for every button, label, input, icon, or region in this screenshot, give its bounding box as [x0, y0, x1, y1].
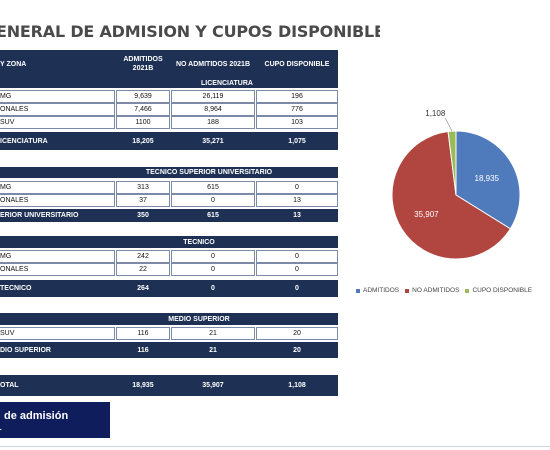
total-admitidos: 116	[137, 346, 149, 354]
total-admitidos: 264	[137, 285, 149, 292]
legend-swatch	[465, 288, 470, 293]
legend-label: NO ADMITIDOS	[412, 287, 460, 294]
row-label: MG	[0, 90, 115, 103]
total-cupo: 1,075	[288, 137, 306, 145]
row-no-admitidos: 0	[171, 250, 255, 263]
section-title: TECNICO SUPERIOR UNIVERSITARIO	[0, 167, 338, 178]
legend-item-no-admitidos: NO ADMITIDOS	[405, 287, 459, 294]
header-no-admitidos: NO ADMITIDOS 2021B	[175, 60, 251, 68]
row-no-admitidos: 26,119	[171, 90, 255, 103]
legend-label: ADMITIDOS	[363, 287, 400, 294]
banner-line1: de admisión	[4, 410, 69, 422]
slice-no-admitidos	[391, 130, 512, 260]
total-cupo: 0	[295, 285, 299, 292]
row-admitidos: 116	[116, 327, 170, 340]
total-label: DIO SUPERIOR	[0, 346, 51, 354]
row-no-admitidos: 615	[171, 181, 255, 194]
leader-line	[445, 118, 453, 132]
row-cupo: 0	[256, 181, 338, 194]
row-cupo: 0	[256, 250, 338, 263]
row-label: ONALES	[0, 103, 115, 116]
section-total-row: DIO SUPERIOR 116 21 20	[0, 342, 338, 358]
section-total-row: ICENCIATURA 18,205 35,271 1,075	[0, 132, 338, 150]
total-label: TECNICO	[0, 285, 32, 292]
total-admitidos: 350	[137, 212, 149, 219]
chart-legend: ADMITIDOS NO ADMITIDOS CUPO DISPONIBLE	[356, 287, 550, 294]
row-label: MG	[0, 250, 115, 263]
total-admitidos: 18,205	[132, 137, 154, 145]
divider	[0, 446, 550, 447]
legend-swatch	[356, 288, 360, 293]
legend-item-admitidos: ADMITIDOS	[356, 287, 399, 294]
label-no-admitidos: 35,907	[414, 210, 439, 219]
row-label: MG	[0, 181, 115, 194]
section-total-row: ERIOR UNIVERSITARIO 350 615 13	[0, 209, 338, 222]
row-admitidos: 9,639	[116, 90, 170, 103]
grand-total-admitidos: 18,935	[132, 382, 154, 389]
table-row: ONALES 37 0 13	[0, 194, 338, 207]
row-admitidos: 313	[116, 181, 170, 194]
table-row: MG 313 615 0	[0, 181, 338, 194]
row-admitidos: 242	[116, 250, 170, 263]
legend-item-cupo: CUPO DISPONIBLE	[465, 287, 532, 294]
row-label: ONALES	[0, 263, 115, 276]
grand-total-row: OTAL 18,935 35,907 1,108	[0, 375, 338, 396]
row-no-admitidos: 188	[171, 116, 255, 129]
row-no-admitidos: 8,964	[171, 103, 255, 116]
total-no-admitidos: 0	[211, 285, 215, 292]
row-cupo: 196	[256, 90, 338, 103]
total-cupo: 13	[293, 212, 301, 219]
table-row: SUV 116 21 20	[0, 327, 338, 340]
section-title: MEDIO SUPERIOR	[0, 313, 338, 325]
row-cupo: 103	[256, 116, 338, 129]
row-no-admitidos: 0	[171, 263, 255, 276]
row-cupo: 13	[256, 194, 338, 207]
row-label: SUV	[0, 327, 115, 340]
table-row: SUV 1100 188 103	[0, 116, 338, 129]
row-cupo: 776	[256, 103, 338, 116]
header-zone: Y ZONA	[0, 60, 27, 68]
row-label: SUV	[0, 116, 115, 129]
row-label: ONALES	[0, 194, 115, 207]
row-cupo: 0	[256, 263, 338, 276]
grand-total-cupo: 1,108	[288, 382, 306, 389]
legend-swatch	[405, 288, 410, 293]
header-cupo: CUPO DISPONIBLE	[264, 60, 330, 68]
total-no-admitidos: 615	[207, 212, 219, 219]
pie-chart: 18,935 35,907 1,108	[356, 109, 546, 310]
table-row: MG 242 0 0	[0, 250, 338, 263]
label-admitidos: 18,935	[475, 174, 500, 183]
table-row: ONALES 7,466 8,964 776	[0, 103, 338, 116]
pie-svg: 18,935 35,907 1,108	[391, 109, 521, 260]
total-no-admitidos: 35,271	[202, 137, 224, 145]
row-admitidos: 1100	[116, 116, 170, 129]
table-row: ONALES 22 0 0	[0, 263, 338, 276]
table-row: MG 9,639 26,119 196	[0, 90, 338, 103]
page-title: ENERAL DE ADMISION Y CUPOS DISPONIBLES	[0, 22, 380, 41]
legend-label: CUPO DISPONIBLE	[472, 287, 533, 294]
row-admitidos: 7,466	[116, 103, 170, 116]
slice-admitidos	[455, 130, 521, 230]
row-no-admitidos: 21	[171, 327, 255, 340]
banner-line2: 1	[0, 422, 110, 433]
section-total-row: TECNICO 264 0 0	[0, 280, 338, 297]
total-no-admitidos: 21	[209, 346, 217, 354]
grand-total-no-admitidos: 35,907	[202, 382, 224, 389]
row-cupo: 20	[256, 327, 338, 340]
section-title: LICENCIATURA	[0, 78, 338, 88]
admission-banner: de admisión 1	[0, 402, 110, 438]
total-cupo: 20	[293, 346, 301, 354]
header-admitidos: ADMITIDOS 2021B	[123, 56, 163, 72]
grand-total-label: OTAL	[0, 382, 19, 389]
row-admitidos: 37	[116, 194, 170, 207]
row-no-admitidos: 0	[171, 194, 255, 207]
label-cupo-disponible: 1,108	[425, 110, 446, 118]
row-admitidos: 22	[116, 263, 170, 276]
table-header: Y ZONA ADMITIDOS 2021B NO ADMITIDOS 2021…	[0, 50, 338, 78]
total-label: ERIOR UNIVERSITARIO	[0, 212, 79, 219]
section-title: TECNICO	[0, 236, 338, 248]
total-label: ICENCIATURA	[0, 137, 48, 145]
